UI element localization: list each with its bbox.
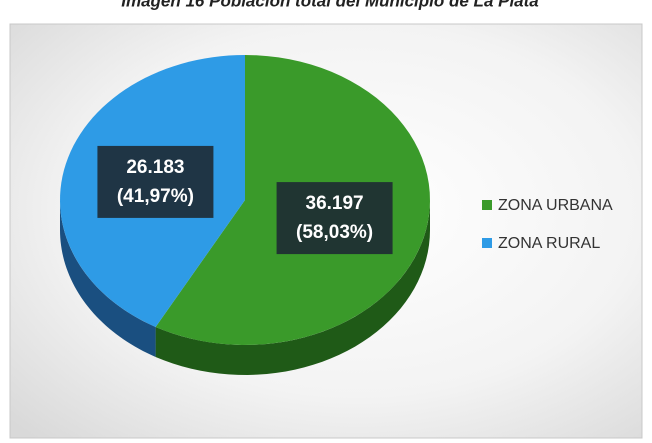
data-label: 36.197 <box>306 193 364 214</box>
legend-label: ZONA URBANA <box>498 197 613 214</box>
data-label: 26.183 <box>126 157 184 178</box>
data-label: (58,03%) <box>296 222 373 243</box>
data-label: (41,97%) <box>117 186 194 207</box>
legend-swatch <box>482 200 492 210</box>
data-label-box <box>97 145 214 218</box>
data-label-box <box>276 182 393 255</box>
chart-title: Imagen 16 Población total del Municipio … <box>121 0 539 10</box>
slice-side <box>60 200 156 357</box>
legend-swatch <box>482 238 492 248</box>
legend-label: ZONA RURAL <box>498 235 600 252</box>
slice-side <box>155 200 431 375</box>
